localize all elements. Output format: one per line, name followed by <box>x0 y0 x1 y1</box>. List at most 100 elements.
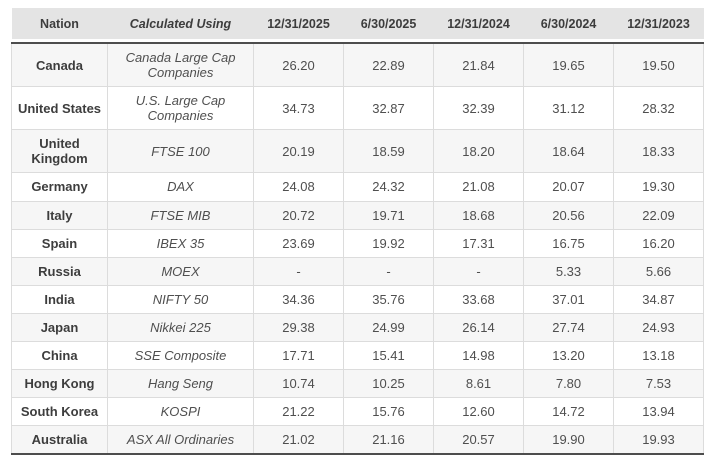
nation-cell: Hong Kong <box>11 369 108 399</box>
column-header-12-31-2024: 12/31/2024 <box>433 8 524 44</box>
value-cell: 24.32 <box>343 172 434 202</box>
value-cell: 16.20 <box>613 228 704 258</box>
value-cell: 28.32 <box>613 86 704 131</box>
column-header-nation: Nation <box>11 8 108 44</box>
value-cell: 21.02 <box>253 425 344 456</box>
table-row: United States U.S. Large Cap Companies 34.… <box>11 86 704 131</box>
table-row: Australia ASX All Ordinaries 21.02 21.16 20.… <box>11 425 704 456</box>
value-cell: 22.89 <box>343 42 434 88</box>
value-cell: 20.56 <box>523 200 614 230</box>
index-name-cell: Nikkei 225 <box>107 312 254 342</box>
table-row: India NIFTY 50 34.36 35.76 33.68 37.01 34.87 <box>11 284 704 314</box>
table-row: Italy FTSE MIB 20.72 19.71 18.68 20.56 22.09 <box>11 200 704 230</box>
value-cell: 13.18 <box>613 340 704 371</box>
value-cell: 15.76 <box>343 397 434 427</box>
column-header-calculated-using: Calculated Using <box>107 8 254 44</box>
nation-cell: Italy <box>11 200 108 230</box>
value-cell: 31.12 <box>523 86 614 131</box>
value-cell: 18.20 <box>433 129 524 174</box>
value-cell: 19.71 <box>343 200 434 230</box>
value-cell: 24.08 <box>253 172 344 202</box>
value-cell: 18.59 <box>343 129 434 174</box>
value-cell: 19.65 <box>523 42 614 88</box>
column-header-6-30-2024: 6/30/2024 <box>523 8 614 44</box>
value-cell: 13.94 <box>613 397 704 427</box>
value-cell: 27.74 <box>523 312 614 342</box>
value-cell: 7.53 <box>613 369 704 399</box>
value-cell: 18.68 <box>433 200 524 230</box>
value-cell: 15.41 <box>343 340 434 371</box>
nation-cell: Australia <box>11 425 108 456</box>
value-cell: 12.60 <box>433 397 524 427</box>
value-cell: 17.31 <box>433 228 524 258</box>
nation-cell: Japan <box>11 312 108 342</box>
value-cell: 19.93 <box>613 425 704 456</box>
column-header-6-30-2025: 6/30/2025 <box>343 8 434 44</box>
column-header-12-31-2025: 12/31/2025 <box>253 8 344 44</box>
value-cell: 13.20 <box>523 340 614 371</box>
value-cell: 21.84 <box>433 42 524 88</box>
value-cell: 7.80 <box>523 369 614 399</box>
value-cell: - <box>343 256 434 286</box>
index-name-cell: ASX All Ordinaries <box>107 425 254 456</box>
value-cell: - <box>433 256 524 286</box>
table-row: South Korea KOSPI 21.22 15.76 12.60 14.72 13.9… <box>11 397 704 427</box>
value-cell: 21.22 <box>253 397 344 427</box>
value-cell: - <box>253 256 344 286</box>
nation-cell: India <box>11 284 108 314</box>
table-row: Spain IBEX 35 23.69 19.92 17.31 16.75 16.20 <box>11 228 704 258</box>
value-cell: 5.33 <box>523 256 614 286</box>
value-cell: 20.57 <box>433 425 524 456</box>
index-name-cell: KOSPI <box>107 397 254 427</box>
value-cell: 19.92 <box>343 228 434 258</box>
nation-cell: Spain <box>11 228 108 258</box>
pe-ratio-table: Nation Calculated Using 12/31/2025 6/30/202… <box>11 8 704 456</box>
nation-cell: United Kingdom <box>11 129 108 174</box>
value-cell: 10.74 <box>253 369 344 399</box>
index-name-cell: Canada Large Cap Companies <box>107 42 254 88</box>
value-cell: 34.87 <box>613 284 704 314</box>
value-cell: 17.71 <box>253 340 344 371</box>
table-row: Germany DAX 24.08 24.32 21.08 20.07 19.30 <box>11 172 704 202</box>
index-name-cell: DAX <box>107 172 254 202</box>
value-cell: 16.75 <box>523 228 614 258</box>
value-cell: 26.14 <box>433 312 524 342</box>
table-row: Hong Kong Hang Seng 10.74 10.25 8.61 7.80 7.53 <box>11 369 704 399</box>
table-row: Japan Nikkei 225 29.38 24.99 26.14 27.74 24.93 <box>11 312 704 342</box>
table-body: Canada Canada Large Cap Companies 26.20 22.… <box>11 42 704 456</box>
value-cell: 34.36 <box>253 284 344 314</box>
value-cell: 19.30 <box>613 172 704 202</box>
value-cell: 33.68 <box>433 284 524 314</box>
value-cell: 19.50 <box>613 42 704 88</box>
table-row: China SSE Composite 17.71 15.41 14.98 13.20 13… <box>11 340 704 371</box>
value-cell: 34.73 <box>253 86 344 131</box>
value-cell: 29.38 <box>253 312 344 342</box>
index-name-cell: FTSE 100 <box>107 129 254 174</box>
value-cell: 18.64 <box>523 129 614 174</box>
nation-cell: Germany <box>11 172 108 202</box>
nation-cell: South Korea <box>11 397 108 427</box>
value-cell: 35.76 <box>343 284 434 314</box>
value-cell: 32.39 <box>433 86 524 131</box>
value-cell: 24.99 <box>343 312 434 342</box>
value-cell: 37.01 <box>523 284 614 314</box>
value-cell: 20.72 <box>253 200 344 230</box>
value-cell: 19.90 <box>523 425 614 456</box>
value-cell: 20.07 <box>523 172 614 202</box>
value-cell: 10.25 <box>343 369 434 399</box>
index-name-cell: FTSE MIB <box>107 200 254 230</box>
value-cell: 23.69 <box>253 228 344 258</box>
nation-cell: United States <box>11 86 108 131</box>
nation-cell: Canada <box>11 42 108 88</box>
value-cell: 24.93 <box>613 312 704 342</box>
index-name-cell: NIFTY 50 <box>107 284 254 314</box>
value-cell: 8.61 <box>433 369 524 399</box>
nation-cell: Russia <box>11 256 108 286</box>
value-cell: 14.72 <box>523 397 614 427</box>
value-cell: 14.98 <box>433 340 524 371</box>
header-row: Nation Calculated Using 12/31/2025 6/30/202… <box>11 8 704 44</box>
value-cell: 20.19 <box>253 129 344 174</box>
index-name-cell: U.S. Large Cap Companies <box>107 86 254 131</box>
index-name-cell: IBEX 35 <box>107 228 254 258</box>
value-cell: 18.33 <box>613 129 704 174</box>
